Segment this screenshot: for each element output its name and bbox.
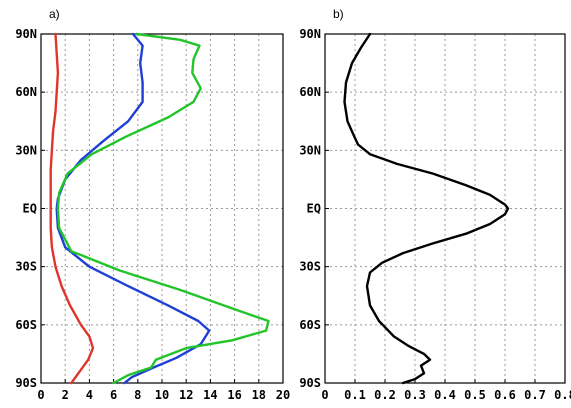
x-tick-label: 4 — [86, 388, 93, 402]
x-tick-label: 16 — [227, 388, 241, 402]
x-tick-label: 0.3 — [404, 388, 426, 402]
series-line-1 — [343, 32, 510, 385]
x-tick-label: 0.8 — [554, 388, 571, 402]
panel-b: 0 0.1 0.2 0.3 0.4 0.5 0.6 0.7 0.8 90N 60N 30N EQ 30S 6… — [299, 7, 571, 402]
series-line-3 — [56, 32, 270, 385]
x-tick-label: 0.2 — [374, 388, 396, 402]
x-tick-label: 2 — [62, 388, 69, 402]
panel-a: 0 2 4 6 8 10 12 14 16 18 20 90N 60N 30N EQ 30S 60S 90S a) — [15, 7, 290, 402]
x-tick-label: 14 — [203, 388, 217, 402]
x-tick-label: 18 — [252, 388, 266, 402]
y-tick-label: 90S — [15, 376, 37, 390]
plot-frame — [324, 33, 566, 384]
x-tick-label: 12 — [179, 388, 193, 402]
y-tick-label: 60N — [15, 85, 37, 99]
y-tick-label: EQ — [307, 202, 321, 216]
x-tick-label: 10 — [155, 388, 169, 402]
x-tick-label: 0 — [321, 388, 328, 402]
panel-label: a) — [49, 7, 60, 21]
x-tick-label: 0.6 — [494, 388, 516, 402]
y-tick-label: 90N — [15, 27, 37, 41]
x-tick-label: 0 — [37, 388, 44, 402]
y-tick-label: 60S — [15, 318, 37, 332]
panel-label: b) — [333, 7, 344, 21]
x-tick-label: 0.5 — [464, 388, 486, 402]
x-tick-label: 0.4 — [434, 388, 456, 402]
plot-frame — [40, 33, 284, 384]
x-tick-label: 20 — [276, 388, 290, 402]
y-tick-label: 30N — [299, 143, 321, 157]
y-tick-label: 60S — [299, 318, 321, 332]
x-tick-label: 8 — [134, 388, 141, 402]
y-tick-label: 60N — [299, 85, 321, 99]
x-tick-label: 0.1 — [344, 388, 366, 402]
x-tick-label: 0.7 — [524, 388, 546, 402]
y-tick-label: 90S — [299, 376, 321, 390]
y-tick-label: 30S — [15, 260, 37, 274]
y-tick-label: 30S — [299, 260, 321, 274]
x-tick-label: 6 — [110, 388, 117, 402]
y-tick-label: 90N — [299, 27, 321, 41]
series-line-1 — [49, 32, 95, 385]
y-tick-label: 30N — [15, 143, 37, 157]
y-tick-label: EQ — [23, 202, 37, 216]
